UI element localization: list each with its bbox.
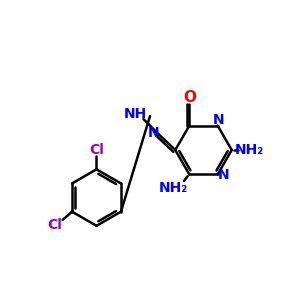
Text: NH₂: NH₂ bbox=[159, 181, 188, 194]
Text: Cl: Cl bbox=[47, 218, 62, 232]
Text: NH: NH bbox=[124, 107, 147, 121]
Text: O: O bbox=[183, 90, 196, 105]
Text: N: N bbox=[218, 168, 230, 182]
Text: NH₂: NH₂ bbox=[234, 143, 264, 157]
Text: Cl: Cl bbox=[89, 143, 104, 157]
Text: N: N bbox=[213, 112, 225, 127]
Text: N: N bbox=[148, 126, 159, 140]
